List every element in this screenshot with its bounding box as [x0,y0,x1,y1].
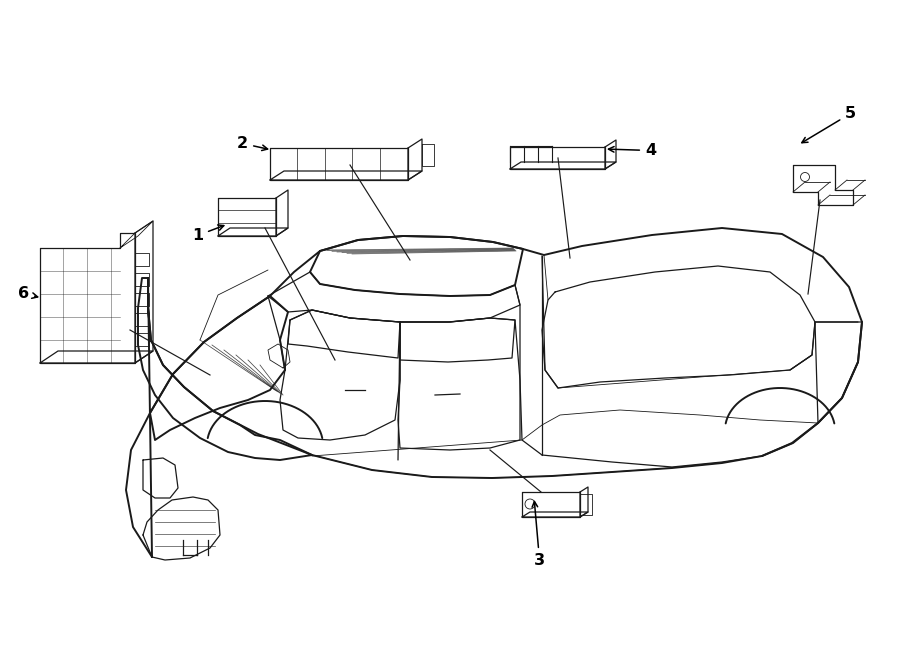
Text: 6: 6 [18,286,38,301]
Text: 4: 4 [608,143,656,158]
Text: 1: 1 [192,225,224,243]
Text: 2: 2 [237,136,267,151]
Text: 3: 3 [532,502,545,568]
Text: 5: 5 [802,106,856,143]
